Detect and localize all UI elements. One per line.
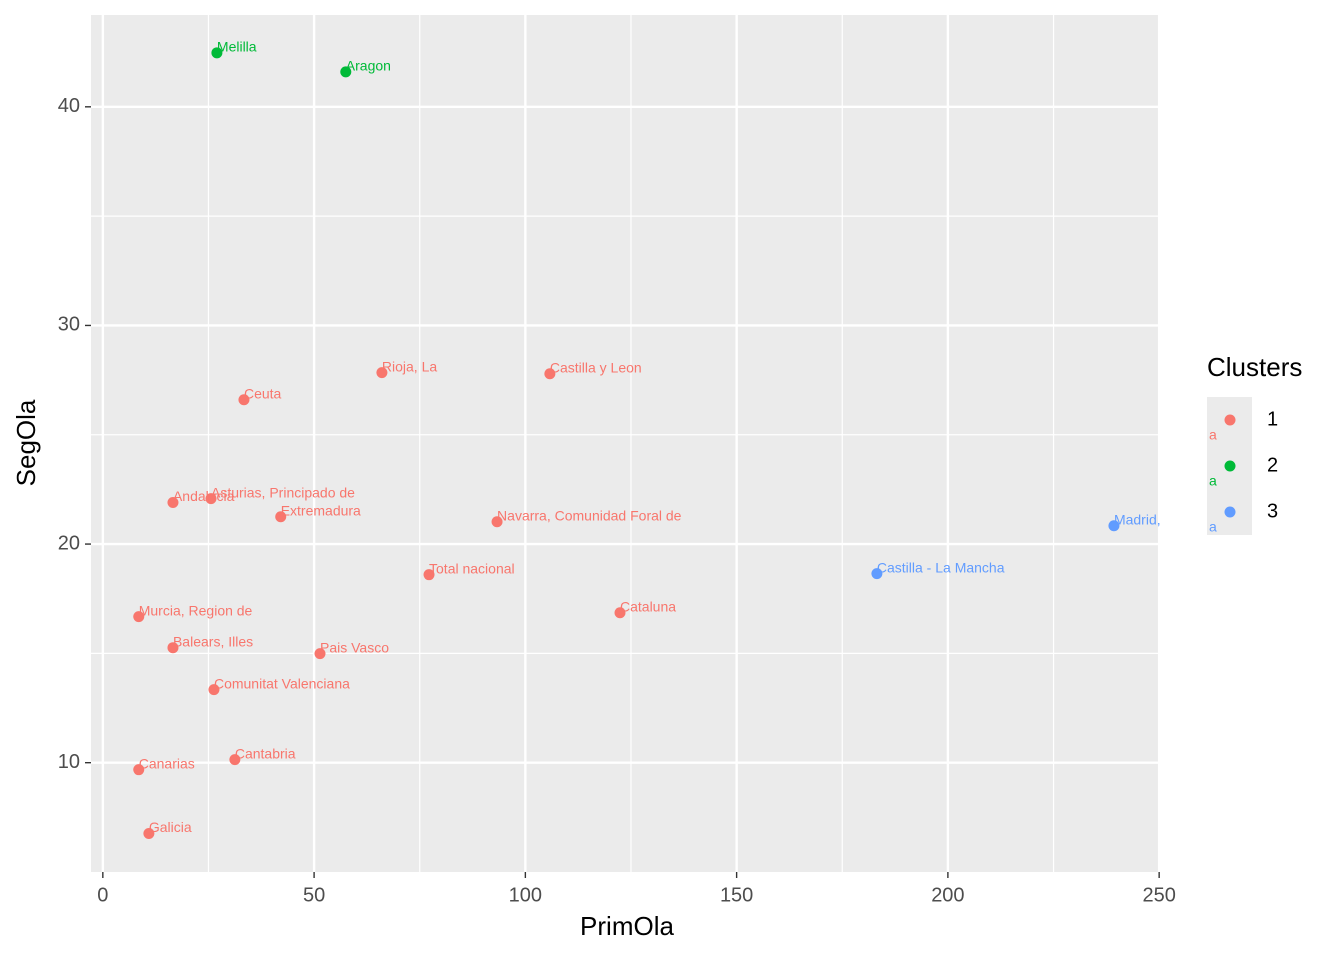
point-label: Andalucia [173,488,235,504]
legend-marker [1224,414,1236,426]
point [275,511,287,523]
point-label: Cataluna [620,598,676,614]
point [871,568,883,580]
legend-glyph: a [1209,519,1217,535]
point-label: Asturias, Principado de [211,484,355,500]
y-tick-label: 10 [58,751,80,773]
point [167,497,179,509]
point-label: Cantabria [235,745,296,761]
point-label: Melilla [217,39,257,55]
point [340,66,352,78]
panel [91,15,1160,872]
point [211,47,223,59]
legend-title: Clusters [1207,352,1302,382]
point [143,828,155,840]
y-axis-title: SegOla [11,399,41,486]
point [133,764,145,776]
point [491,516,503,528]
point [544,368,556,380]
point [229,754,241,766]
point [238,394,250,406]
point-label: Castilla y Leon [550,359,642,375]
x-tick-label: 100 [509,884,542,906]
x-axis-title: PrimOla [580,911,674,941]
x-tick-label: 50 [303,884,325,906]
point-label: Balears, Illes [173,633,253,649]
y-tick-label: 40 [58,95,80,117]
legend-marker [1224,506,1236,518]
x-tick-label: 200 [931,884,964,906]
point-label: Murcia, Region de [139,602,253,618]
x-tick-label: 250 [1142,884,1175,906]
y-tick-label: 20 [58,532,80,554]
point-label: Ceuta [244,385,282,401]
point-label: Galicia [149,819,192,835]
legend-glyph: a [1209,427,1217,443]
point-label: Aragon [346,58,391,74]
x-tick-label: 0 [97,884,108,906]
point [423,569,435,581]
point-label: Extremadura [281,502,361,518]
point-label: Navarra, Comunidad Foral de [497,507,682,523]
point-label: Canarias [139,755,195,771]
point-label: Comunitat Valenciana [214,675,350,691]
point-label: Rioja, La [382,358,437,374]
point [205,493,217,505]
point [167,642,179,654]
point-label: Madrid, [1114,511,1161,527]
point-label: Castilla - La Mancha [877,559,1005,575]
legend-label: 2 [1267,454,1278,476]
y-tick-label: 30 [58,314,80,336]
point [314,648,326,660]
point [614,607,626,619]
point-label: Pais Vasco [320,639,389,655]
point [208,684,220,696]
x-tick-label: 150 [720,884,753,906]
point-label: Total nacional [429,560,515,576]
point [376,367,388,379]
point [1108,520,1120,532]
legend-glyph: a [1209,473,1217,489]
legend-marker [1224,460,1236,472]
legend-label: 3 [1267,500,1278,522]
legend-label: 1 [1267,408,1278,430]
point [133,611,145,623]
